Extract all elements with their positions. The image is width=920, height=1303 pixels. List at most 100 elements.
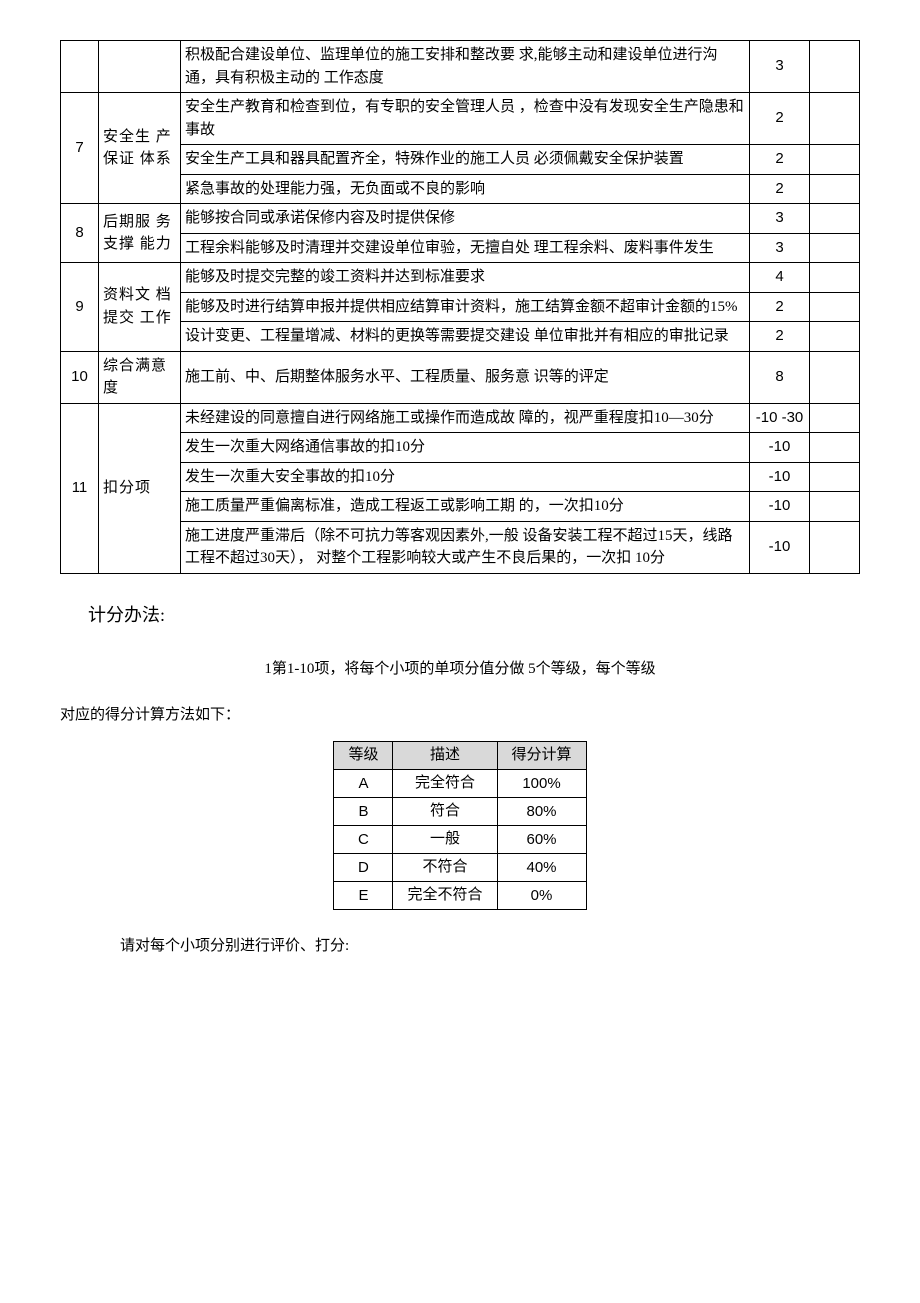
- grade-header: 得分计算: [497, 741, 586, 769]
- grade-level: C: [334, 825, 393, 853]
- table-row: 11扣分项未经建设的同意擅自进行网络施工或操作而造成故 障的，视严重程度扣10—…: [61, 403, 860, 433]
- table-row: 8后期服 务支撑 能力能够按合同或承诺保修内容及时提供保修3: [61, 204, 860, 234]
- row-score: 2: [750, 145, 810, 175]
- table-row: 10综合满意度施工前、中、后期整体服务水平、工程质量、服务意 识等的评定8: [61, 351, 860, 403]
- grade-pct: 80%: [497, 797, 586, 825]
- table-row: 发生一次重大安全事故的扣10分-10: [61, 462, 860, 492]
- row-blank: [810, 233, 860, 263]
- row-description: 发生一次重大网络通信事故的扣10分: [181, 433, 750, 463]
- scoring-method-line1: 1第1-10项，将每个小项的单项分值分做 5个等级，每个等级: [60, 651, 860, 687]
- grade-row: E完全不符合0%: [334, 881, 586, 909]
- row-score: 2: [750, 292, 810, 322]
- row-blank: [810, 41, 860, 93]
- row-blank: [810, 145, 860, 175]
- grade-desc: 不符合: [393, 853, 497, 881]
- row-blank: [810, 521, 860, 573]
- row-index: 7: [61, 93, 99, 204]
- grade-row: B符合80%: [334, 797, 586, 825]
- row-score: 4: [750, 263, 810, 293]
- scoring-method-footer: 请对每个小项分别进行评价、打分:: [120, 928, 860, 964]
- table-row: 7安全生 产保证 体系安全生产教育和检查到位，有专职的安全管理人员 ，检查中没有…: [61, 93, 860, 145]
- row-description: 安全生产工具和器具配置齐全，特殊作业的施工人员 必须佩戴安全保护装置: [181, 145, 750, 175]
- row-score: 8: [750, 351, 810, 403]
- table-row: 能够及时进行结算申报并提供相应结算审计资料，施工结算金额不超审计金额的15%2: [61, 292, 860, 322]
- table-row: 发生一次重大网络通信事故的扣10分-10: [61, 433, 860, 463]
- row-description: 安全生产教育和检查到位，有专职的安全管理人员 ，检查中没有发现安全生产隐患和事故: [181, 93, 750, 145]
- table-row: 积极配合建设单位、监理单位的施工安排和整改要 求,能够主动和建设单位进行沟通，具…: [61, 41, 860, 93]
- row-category: 扣分项: [99, 403, 181, 573]
- grade-pct: 40%: [497, 853, 586, 881]
- row-description: 施工进度严重滞后（除不可抗力等客观因素外,一般 设备安装工程不超过15天，线路工…: [181, 521, 750, 573]
- row-score: -10: [750, 462, 810, 492]
- row-description: 发生一次重大安全事故的扣10分: [181, 462, 750, 492]
- row-score: -10 -30: [750, 403, 810, 433]
- row-index: 9: [61, 263, 99, 352]
- row-description: 施工质量严重偏离标准，造成工程返工或影响工期 的，一次扣10分: [181, 492, 750, 522]
- grade-desc: 一般: [393, 825, 497, 853]
- row-category: 综合满意度: [99, 351, 181, 403]
- row-blank: [810, 492, 860, 522]
- table-row: 施工进度严重滞后（除不可抗力等客观因素外,一般 设备安装工程不超过15天，线路工…: [61, 521, 860, 573]
- grade-header: 描述: [393, 741, 497, 769]
- row-score: -10: [750, 492, 810, 522]
- grade-pct: 100%: [497, 769, 586, 797]
- row-category: [99, 41, 181, 93]
- row-category: 安全生 产保证 体系: [99, 93, 181, 204]
- grade-desc: 完全符合: [393, 769, 497, 797]
- grade-desc: 完全不符合: [393, 881, 497, 909]
- row-description: 能够按合同或承诺保修内容及时提供保修: [181, 204, 750, 234]
- row-description: 能够及时进行结算申报并提供相应结算审计资料，施工结算金额不超审计金额的15%: [181, 292, 750, 322]
- row-description: 能够及时提交完整的竣工资料并达到标准要求: [181, 263, 750, 293]
- row-description: 设计变更、工程量增减、材料的更换等需要提交建设 单位审批并有相应的审批记录: [181, 322, 750, 352]
- table-row: 设计变更、工程量增减、材料的更换等需要提交建设 单位审批并有相应的审批记录2: [61, 322, 860, 352]
- row-score: 2: [750, 322, 810, 352]
- table-row: 工程余料能够及时清理并交建设单位审验，无擅自处 理工程余料、废料事件发生3: [61, 233, 860, 263]
- row-blank: [810, 174, 860, 204]
- grade-header: 等级: [334, 741, 393, 769]
- row-blank: [810, 322, 860, 352]
- table-row: 施工质量严重偏离标准，造成工程返工或影响工期 的，一次扣10分-10: [61, 492, 860, 522]
- row-score: 3: [750, 41, 810, 93]
- row-blank: [810, 351, 860, 403]
- row-category: 资料文 档提交 工作: [99, 263, 181, 352]
- row-category: 后期服 务支撑 能力: [99, 204, 181, 263]
- grade-level: D: [334, 853, 393, 881]
- row-blank: [810, 462, 860, 492]
- grade-pct: 0%: [497, 881, 586, 909]
- grade-level: A: [334, 769, 393, 797]
- grade-desc: 符合: [393, 797, 497, 825]
- evaluation-table: 积极配合建设单位、监理单位的施工安排和整改要 求,能够主动和建设单位进行沟通，具…: [60, 40, 860, 574]
- table-row: 9资料文 档提交 工作能够及时提交完整的竣工资料并达到标准要求4: [61, 263, 860, 293]
- row-blank: [810, 433, 860, 463]
- table-row: 安全生产工具和器具配置齐全，特殊作业的施工人员 必须佩戴安全保护装置2: [61, 145, 860, 175]
- scoring-method-line2: 对应的得分计算方法如下：: [60, 697, 860, 733]
- row-blank: [810, 403, 860, 433]
- row-score: 3: [750, 233, 810, 263]
- row-description: 未经建设的同意擅自进行网络施工或操作而造成故 障的，视严重程度扣10—30分: [181, 403, 750, 433]
- row-score: 2: [750, 174, 810, 204]
- grade-level: E: [334, 881, 393, 909]
- grade-level: B: [334, 797, 393, 825]
- grade-row: A完全符合100%: [334, 769, 586, 797]
- row-description: 紧急事故的处理能力强，无负面或不良的影响: [181, 174, 750, 204]
- row-score: -10: [750, 521, 810, 573]
- row-index: [61, 41, 99, 93]
- row-description: 工程余料能够及时清理并交建设单位审验，无擅自处 理工程余料、废料事件发生: [181, 233, 750, 263]
- row-blank: [810, 263, 860, 293]
- row-score: 2: [750, 93, 810, 145]
- grade-table: 等级描述得分计算 A完全符合100%B符合80%C一般60%D不符合40%E完全…: [333, 741, 586, 910]
- row-score: 3: [750, 204, 810, 234]
- row-description: 施工前、中、后期整体服务水平、工程质量、服务意 识等的评定: [181, 351, 750, 403]
- row-blank: [810, 292, 860, 322]
- grade-row: C一般60%: [334, 825, 586, 853]
- row-description: 积极配合建设单位、监理单位的施工安排和整改要 求,能够主动和建设单位进行沟通，具…: [181, 41, 750, 93]
- row-blank: [810, 204, 860, 234]
- row-index: 10: [61, 351, 99, 403]
- grade-row: D不符合40%: [334, 853, 586, 881]
- table-row: 紧急事故的处理能力强，无负面或不良的影响2: [61, 174, 860, 204]
- row-index: 8: [61, 204, 99, 263]
- row-index: 11: [61, 403, 99, 573]
- scoring-method-title: 计分办法:: [88, 594, 860, 637]
- row-blank: [810, 93, 860, 145]
- row-score: -10: [750, 433, 810, 463]
